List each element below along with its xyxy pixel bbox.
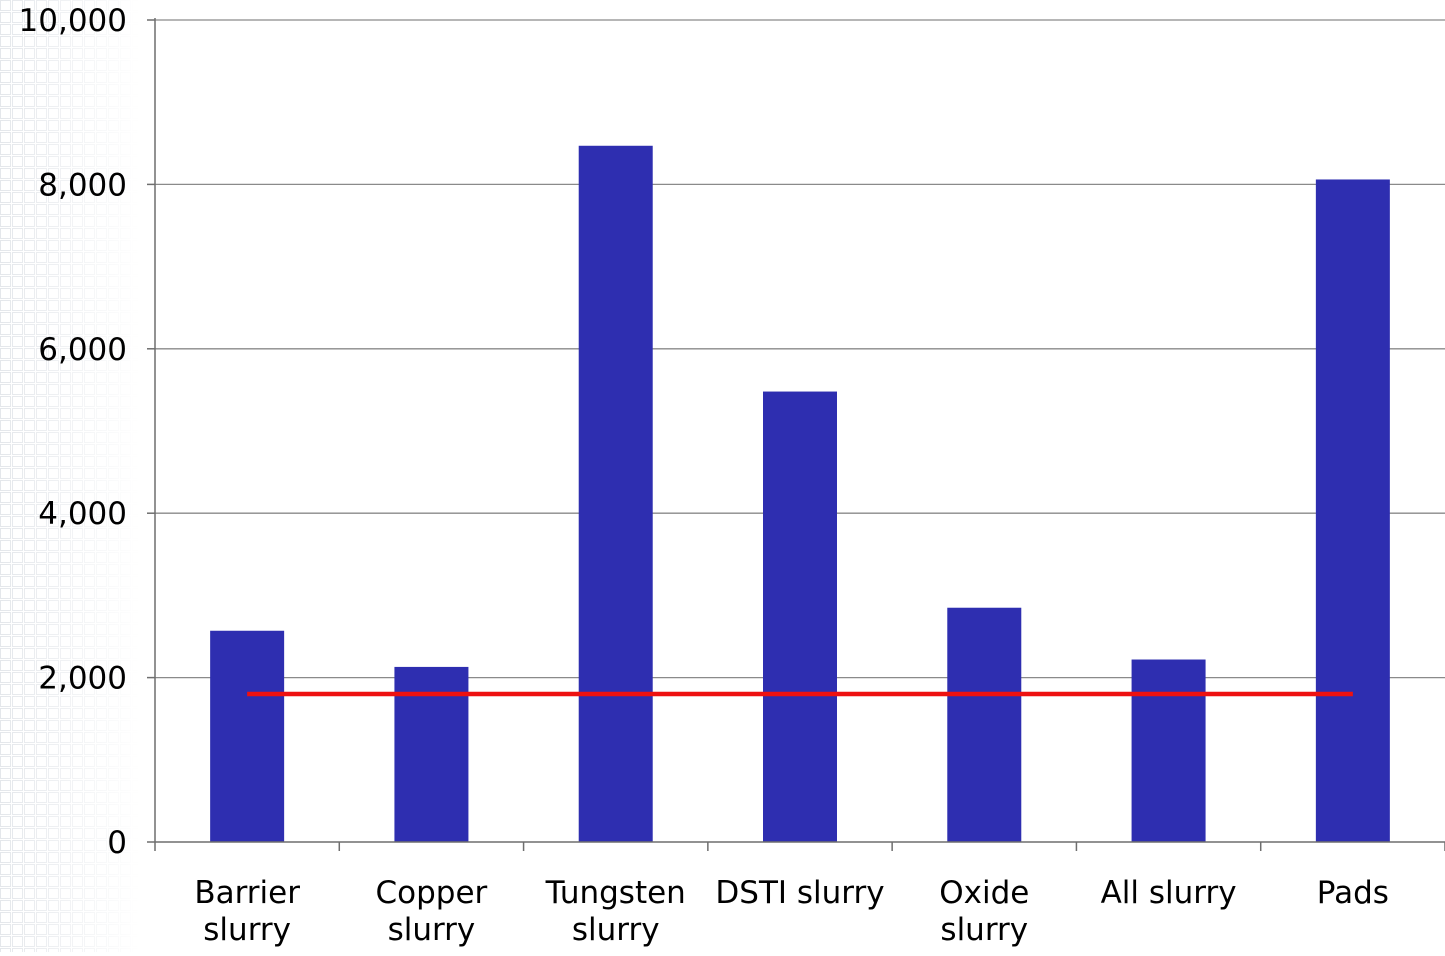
x-tick-label-line: DSTI slurry: [715, 875, 884, 911]
x-tick-label-line: slurry: [572, 912, 660, 948]
x-tick-label-5: All slurry: [1101, 875, 1237, 911]
y-tick-label-4: 8,000: [38, 167, 127, 203]
x-tick-label-line: Pads: [1317, 875, 1389, 911]
x-tick-label-4: Oxide slurry: [939, 875, 1029, 948]
y-tick-labels: 0 2,000 4,000 6,000 8,000 10,000: [19, 3, 127, 861]
bar-4: [947, 607, 1022, 842]
x-tick-label-line: Copper: [376, 875, 488, 911]
y-tick-label-1: 2,000: [38, 661, 127, 697]
x-tick-label-line: All slurry: [1101, 875, 1237, 911]
y-tick-label-2: 4,000: [38, 496, 127, 532]
bar-5: [1131, 659, 1206, 842]
x-tick-label-1: Copper slurry: [376, 875, 488, 948]
bar-6: [1315, 179, 1390, 842]
x-tick-label-line: slurry: [203, 912, 291, 948]
x-tick-label-2: Tungsten slurry: [545, 875, 686, 948]
x-tick-label-line: Oxide: [939, 875, 1029, 911]
y-tick-label-5: 10,000: [19, 3, 127, 39]
x-tick-label-line: Barrier: [194, 875, 300, 911]
x-tick-label-3: DSTI slurry: [715, 875, 884, 911]
y-tick-label-3: 6,000: [38, 332, 127, 368]
axes: [147, 18, 1445, 851]
x-tick-label-0: Barrier slurry: [194, 875, 300, 948]
y-tick-label-0: 0: [107, 825, 127, 861]
x-tick-label-line: slurry: [940, 912, 1028, 948]
bar-3: [763, 391, 837, 842]
bars: [210, 145, 1390, 843]
bar-2: [578, 145, 653, 843]
bar-0: [210, 630, 285, 842]
x-tick-label-6: Pads: [1317, 875, 1389, 911]
x-tick-label-line: Tungsten: [545, 875, 686, 911]
x-tick-label-line: slurry: [388, 912, 476, 948]
background-texture: [0, 0, 140, 952]
